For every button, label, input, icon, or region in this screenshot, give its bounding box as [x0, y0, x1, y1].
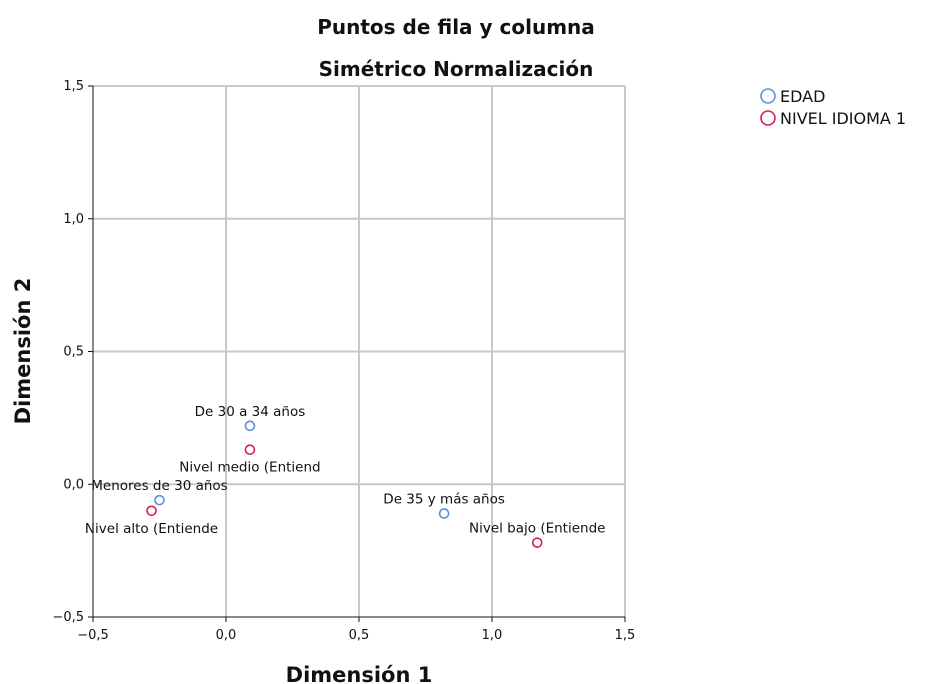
data-point	[244, 420, 256, 432]
point-label: Menores de 30 años	[91, 478, 227, 494]
y-tick-label: 0,5	[63, 345, 84, 360]
legend-marker	[760, 88, 776, 104]
point-label: De 35 y más años	[383, 491, 505, 507]
y-tick-label: −0,5	[52, 610, 84, 625]
y-tick-label: 1,0	[63, 212, 84, 227]
data-points: De 30 a 34 años Menores de 30 años De 35 y…	[85, 404, 605, 548]
legend: EDAD NIVEL IDIOMA 1	[760, 87, 906, 128]
point-label: De 30 a 34 años	[195, 404, 306, 420]
tick-labels: −0,5 0,0 0,5 1,0 1,5 −0,5 0,0 0,5 1,0 1,5	[52, 79, 635, 643]
legend-label: EDAD	[780, 87, 825, 106]
legend-label: NIVEL IDIOMA 1	[780, 109, 906, 128]
data-point	[531, 537, 543, 548]
grid-lines	[93, 85, 626, 617]
x-tick-label: 0,5	[349, 628, 370, 643]
x-axis-title: Dimensión 1	[286, 663, 433, 684]
point-label: Nivel bajo (Entiende	[469, 521, 605, 537]
legend-marker	[760, 110, 776, 126]
chart-subtitle: Simétrico Normalización	[319, 57, 594, 81]
chart-title: Puntos de fila y columna	[317, 15, 595, 39]
x-tick-label: 1,0	[482, 628, 503, 643]
point-label: Nivel alto (Entiende	[85, 521, 218, 537]
data-point	[154, 494, 165, 506]
y-tick-label: 0,0	[63, 477, 84, 492]
axes	[88, 85, 626, 622]
y-axis-title: Dimensión 2	[11, 278, 35, 425]
point-label: Nivel medio (Entiend	[179, 460, 320, 476]
x-tick-label: 0,0	[216, 628, 237, 643]
y-tick-label: 1,5	[63, 79, 84, 94]
data-point	[438, 508, 450, 519]
x-tick-label: 1,5	[615, 628, 636, 643]
x-tick-label: −0,5	[77, 628, 109, 643]
data-point	[244, 444, 256, 456]
data-point	[146, 505, 157, 517]
